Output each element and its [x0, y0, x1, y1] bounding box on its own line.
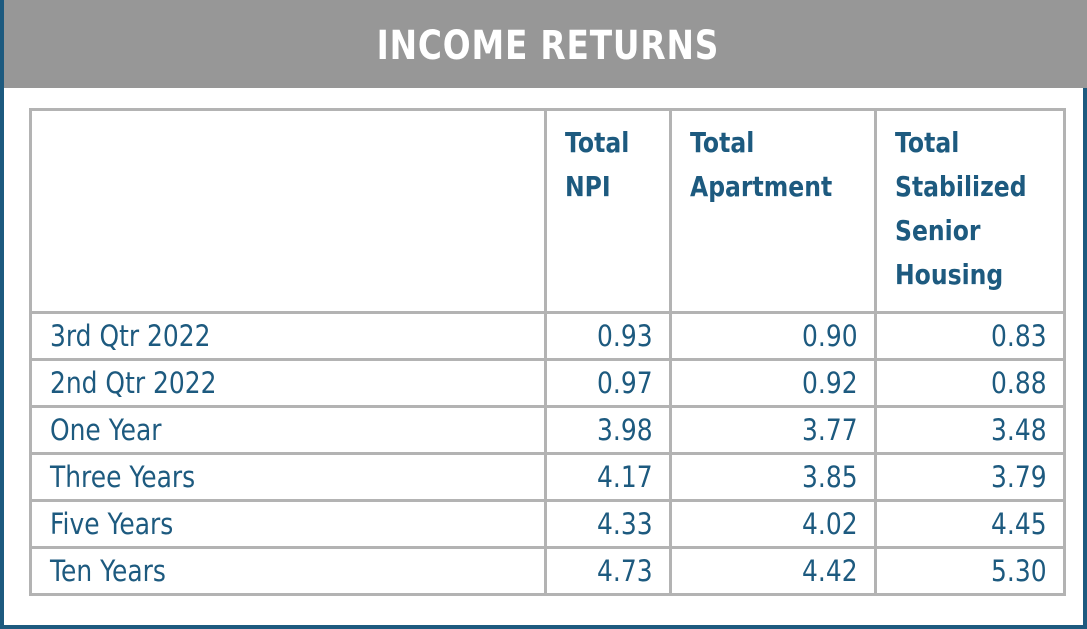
cell-value: 0.90	[802, 319, 858, 353]
header-line: Senior	[895, 214, 981, 247]
cell-total-npi: 4.17	[544, 452, 672, 502]
table-row: One Year 3.98 3.77 3.48	[29, 405, 1066, 455]
cell-total-apartment: 0.90	[669, 311, 877, 361]
cell-value: 4.45	[991, 507, 1047, 541]
cell-value: 0.92	[802, 366, 858, 400]
cell-value: 0.88	[991, 366, 1047, 400]
cell-value: 3.85	[802, 460, 858, 494]
cell-total-npi: 0.93	[544, 311, 672, 361]
cell-total-senior-housing: 4.45	[874, 499, 1066, 549]
row-label: Three Years	[29, 452, 547, 502]
cell-value: 4.33	[597, 507, 653, 541]
cell-value: 0.93	[597, 319, 653, 353]
cell-total-senior-housing: 3.48	[874, 405, 1066, 455]
income-returns-table: Total NPI Total Apartment Total Stabiliz…	[29, 108, 1066, 596]
table-row: 3rd Qtr 2022 0.93 0.90 0.83	[29, 311, 1066, 361]
header-line: Total	[565, 126, 630, 159]
panel-title-bar: INCOME RETURNS	[4, 0, 1087, 88]
cell-total-npi: 0.97	[544, 358, 672, 408]
row-label: Five Years	[29, 499, 547, 549]
cell-total-npi: 4.33	[544, 499, 672, 549]
table-row: 2nd Qtr 2022 0.97 0.92 0.88	[29, 358, 1066, 408]
header-line: Stabilized	[895, 170, 1027, 203]
cell-value: 4.17	[597, 460, 653, 494]
cell-total-apartment: 0.92	[669, 358, 877, 408]
row-label: Ten Years	[29, 546, 547, 596]
header-line: Total	[895, 126, 960, 159]
cell-total-senior-housing: 5.30	[874, 546, 1066, 596]
cell-value: 4.42	[802, 554, 858, 588]
row-label-text: One Year	[50, 413, 162, 447]
table-row: Five Years 4.33 4.02 4.45	[29, 499, 1066, 549]
cell-value: 3.48	[991, 413, 1047, 447]
row-label-text: Five Years	[50, 507, 174, 541]
cell-value: 3.98	[597, 413, 653, 447]
cell-value: 4.02	[802, 507, 858, 541]
row-label: 3rd Qtr 2022	[29, 311, 547, 361]
row-label-text: 3rd Qtr 2022	[50, 319, 211, 353]
header-total-npi: Total NPI	[544, 108, 672, 314]
table-row: Three Years 4.17 3.85 3.79	[29, 452, 1066, 502]
header-line: Apartment	[690, 170, 833, 203]
header-total-apartment: Total Apartment	[669, 108, 877, 314]
cell-total-apartment: 3.77	[669, 405, 877, 455]
header-total-stabilized-senior-housing: Total Stabilized Senior Housing	[874, 108, 1066, 314]
cell-total-senior-housing: 3.79	[874, 452, 1066, 502]
cell-total-npi: 3.98	[544, 405, 672, 455]
cell-total-npi: 4.73	[544, 546, 672, 596]
cell-total-apartment: 3.85	[669, 452, 877, 502]
header-line: Housing	[895, 258, 1004, 291]
cell-total-senior-housing: 0.88	[874, 358, 1066, 408]
panel-title: INCOME RETURNS	[376, 23, 719, 69]
cell-value: 5.30	[991, 554, 1047, 588]
row-label-text: Ten Years	[50, 554, 166, 588]
row-label-text: 2nd Qtr 2022	[50, 366, 217, 400]
header-line: Total	[690, 126, 755, 159]
cell-value: 4.73	[597, 554, 653, 588]
header-line: NPI	[565, 170, 611, 203]
cell-total-senior-housing: 0.83	[874, 311, 1066, 361]
table-row: Ten Years 4.73 4.42 5.30	[29, 546, 1066, 596]
cell-total-apartment: 4.42	[669, 546, 877, 596]
cell-value: 0.83	[991, 319, 1047, 353]
cell-value: 3.79	[991, 460, 1047, 494]
header-period	[29, 108, 547, 314]
row-label: One Year	[29, 405, 547, 455]
row-label-text: Three Years	[50, 460, 196, 494]
row-label: 2nd Qtr 2022	[29, 358, 547, 408]
cell-value: 0.97	[597, 366, 653, 400]
table-header-row: Total NPI Total Apartment Total Stabiliz…	[29, 108, 1066, 314]
cell-total-apartment: 4.02	[669, 499, 877, 549]
cell-value: 3.77	[802, 413, 858, 447]
